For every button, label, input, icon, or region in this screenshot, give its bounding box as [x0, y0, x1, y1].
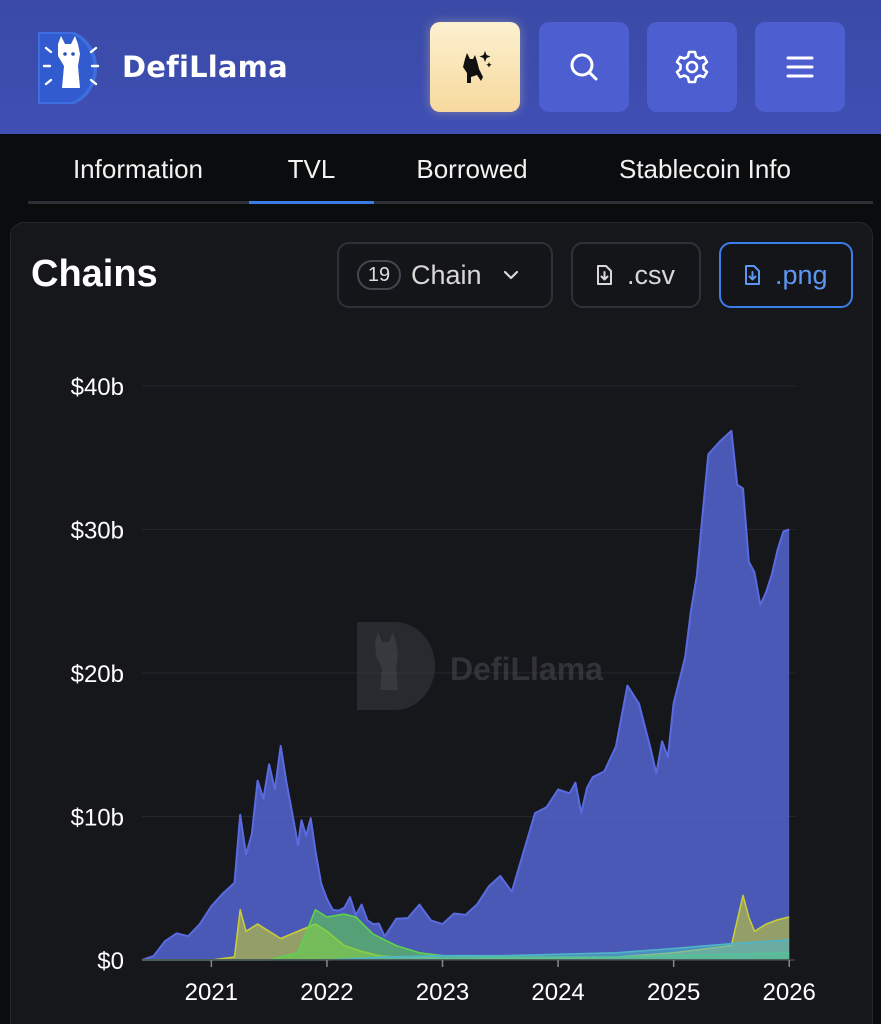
llama-logo-icon: [38, 32, 100, 104]
tab-stablecoin-info[interactable]: Stablecoin Info: [618, 154, 791, 184]
brand-name: DefiLlama: [122, 50, 288, 84]
image-download-icon: [745, 265, 760, 285]
section-tabs: Information TVL Borrowed Stablecoin Info: [28, 140, 873, 204]
y-tick-label: $30b: [71, 518, 124, 545]
csv-label: .csv: [627, 259, 676, 290]
tab-information[interactable]: Information: [72, 154, 204, 184]
y-tick-label: $0: [97, 948, 124, 975]
tvl-area-chart[interactable]: DefiLlama $0$10b$20b$30b$40b 2021 2022 202…: [0, 340, 881, 1024]
llama-sparkle-icon: [463, 51, 492, 83]
chain-selector[interactable]: 19 Chain: [337, 242, 553, 308]
llama-ai-button[interactable]: [430, 22, 520, 112]
y-tick-label: $40b: [71, 374, 124, 401]
settings-button[interactable]: [647, 22, 737, 112]
y-axis-labels: $0 $10b $20b $30b $40b: [71, 374, 124, 975]
menu-button[interactable]: [755, 22, 845, 112]
x-tick-label: 2026: [763, 979, 816, 1006]
chart-series: [141, 429, 795, 961]
search-button[interactable]: [539, 22, 629, 112]
watermark-text: DefiLlama: [450, 651, 603, 687]
tab-tvl[interactable]: TVL: [249, 154, 374, 204]
x-tick-label: 2025: [647, 979, 700, 1006]
download-csv-button[interactable]: .csv: [571, 242, 701, 308]
x-tick-label: 2024: [531, 979, 584, 1006]
search-icon: [570, 53, 598, 81]
gear-icon: [675, 50, 709, 84]
x-tick-label: 2022: [300, 979, 353, 1006]
tab-borrowed[interactable]: Borrowed: [416, 154, 528, 184]
series-line-3: [142, 939, 790, 961]
png-label: .png: [775, 259, 828, 290]
series-line-0: [141, 429, 790, 961]
x-tick-label: 2023: [416, 979, 469, 1006]
hamburger-menu-icon: [786, 56, 814, 78]
series-area-0[interactable]: [142, 430, 790, 960]
tabs-divider: [28, 201, 873, 204]
brand-logo[interactable]: DefiLlama: [34, 26, 288, 108]
series-area-3[interactable]: [142, 939, 790, 960]
top-header: DefiLlama: [0, 0, 881, 134]
series-area-2[interactable]: [142, 909, 790, 960]
chart-watermark: DefiLlama: [357, 622, 603, 710]
y-tick-label: $10b: [71, 805, 124, 832]
panel-title: Chains: [31, 253, 158, 295]
chain-selector-label: Chain: [411, 259, 482, 290]
y-tick-label: $20b: [71, 661, 124, 688]
download-png-button[interactable]: .png: [719, 242, 853, 308]
x-axis-labels: 2021 2022 2023 2024 2025 2026: [185, 960, 816, 1006]
file-download-icon: [597, 265, 612, 285]
chevron-down-icon: [503, 270, 518, 280]
x-tick-label: 2021: [185, 979, 238, 1006]
chain-count-badge: 19: [357, 260, 401, 290]
